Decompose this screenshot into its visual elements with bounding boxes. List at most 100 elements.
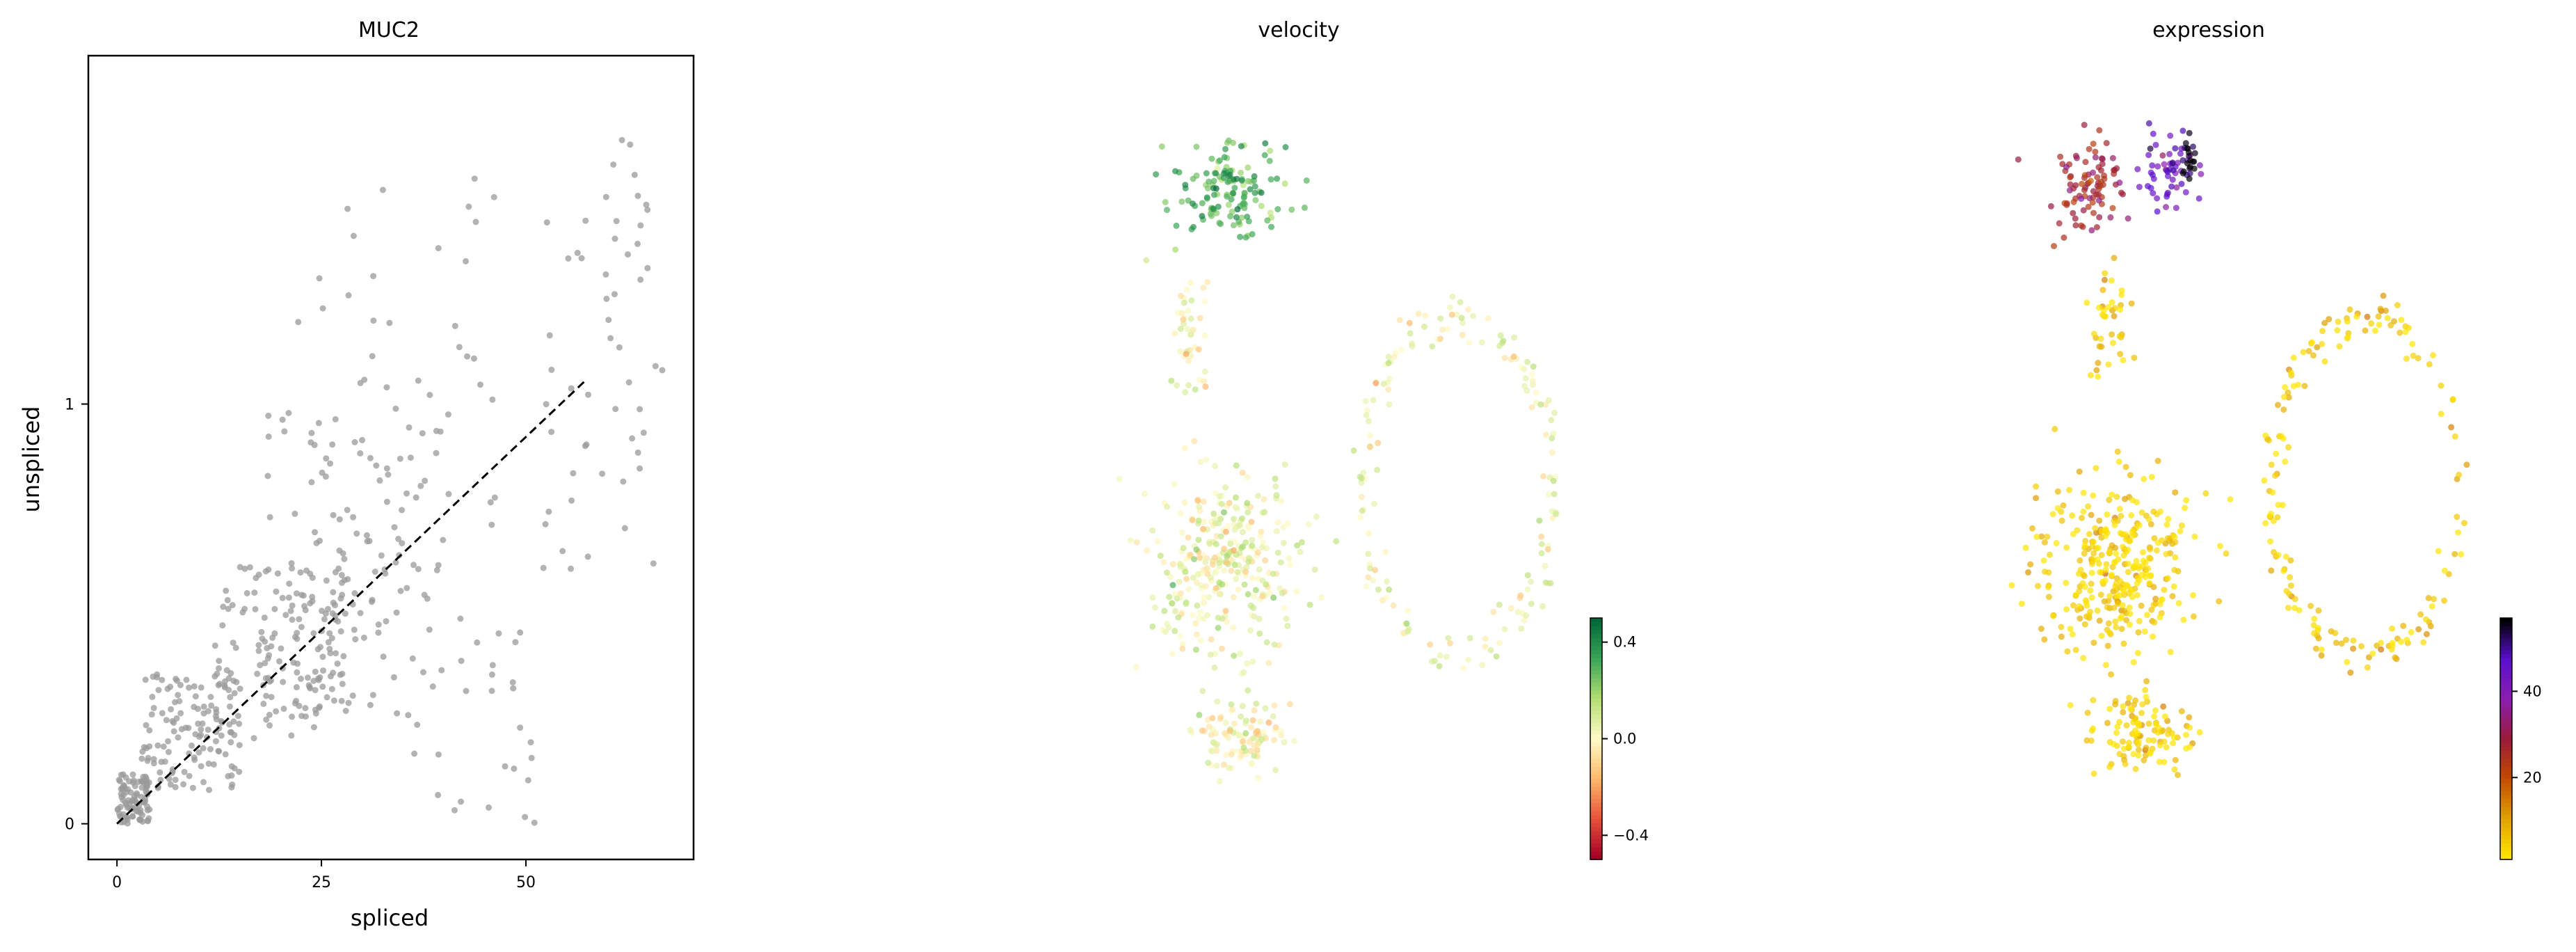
data-point [252,605,259,612]
data-point [2377,306,2384,312]
data-point [2111,170,2118,177]
data-point [2161,713,2168,720]
data-point [2287,574,2294,581]
data-point [1263,639,1270,646]
data-point [1551,409,1558,416]
data-point [2041,539,2048,546]
data-point [1239,515,1245,522]
data-point [279,416,286,423]
data-point [1271,641,1278,648]
data-point [585,391,591,398]
data-point [1256,615,1263,622]
data-point [2283,587,2290,594]
data-point [128,798,135,804]
data-point [369,353,376,360]
data-point [1201,332,1208,339]
data-point [422,477,429,484]
data-point [584,553,591,560]
data-point [2135,629,2142,636]
data-point [1200,525,1206,532]
data-point [309,594,316,601]
data-point [330,511,337,518]
colorbar-segment [1590,827,1602,832]
data-point [2438,382,2445,389]
data-point [1382,548,1389,555]
data-point [1459,331,1466,338]
data-point [2067,626,2074,633]
data-point [319,683,326,690]
data-point [2113,550,2120,557]
data-point [2402,328,2409,335]
data-point [2387,322,2394,328]
data-point [2038,626,2045,632]
data-point [1171,628,1178,635]
data-point [2150,584,2157,590]
data-point [2282,553,2289,560]
data-point [1429,343,1436,350]
colorbar-segment [1590,658,1602,663]
data-point [2095,197,2102,204]
data-point [1168,377,1175,384]
data-point [2353,313,2360,320]
data-point [154,671,161,678]
data-point [2266,437,2272,444]
data-point [1415,310,1422,317]
data-point [2022,544,2029,551]
data-point [2054,488,2061,495]
colorbar-segment [2500,770,2512,776]
data-point [2090,169,2096,176]
data-point [582,217,589,224]
colorbar-segment [2500,819,2512,824]
data-point [2049,511,2056,518]
data-point [268,694,275,701]
data-point [198,763,205,770]
data-point [1422,312,1429,319]
data-point [285,594,292,601]
data-point [2051,426,2058,432]
data-point [2275,402,2281,408]
data-point [1242,730,1249,737]
data-point [237,564,243,571]
data-point [2287,557,2294,564]
data-point [289,602,296,609]
data-point [2083,737,2090,744]
colorbar-segment [2500,795,2512,800]
data-point [2272,473,2279,479]
colorbar-segment [1590,807,1602,812]
data-point [1466,340,1473,347]
data-point [643,201,650,208]
data-point [224,596,231,603]
colorbar-segment [2500,658,2512,663]
data-point [2090,640,2097,646]
data-point [1258,736,1265,743]
data-point [2097,167,2104,174]
data-point [1523,387,1530,394]
colorbar-segment [1590,815,1602,820]
data-point [167,781,174,788]
data-point [333,650,339,657]
data-point [1385,386,1392,393]
data-point [1210,739,1217,746]
data-point [2111,604,2118,611]
data-point [1178,310,1185,317]
data-point [1257,718,1264,725]
data-point [1293,588,1300,595]
data-point [2274,514,2281,521]
data-point [2154,457,2161,464]
data-point [1187,279,1194,286]
data-point [2109,571,2115,578]
data-point [298,713,305,720]
data-point [276,658,282,665]
data-point [445,491,452,498]
data-point [2285,394,2292,401]
colorbar-segment [2500,626,2512,631]
colorbar-segment [2500,670,2512,675]
data-point [168,770,175,777]
data-point [327,460,333,467]
data-point [1231,526,1238,533]
data-point [148,711,155,718]
data-point [2171,766,2178,773]
data-point [2033,533,2040,540]
data-point [2448,424,2455,431]
data-point [1167,573,1174,580]
